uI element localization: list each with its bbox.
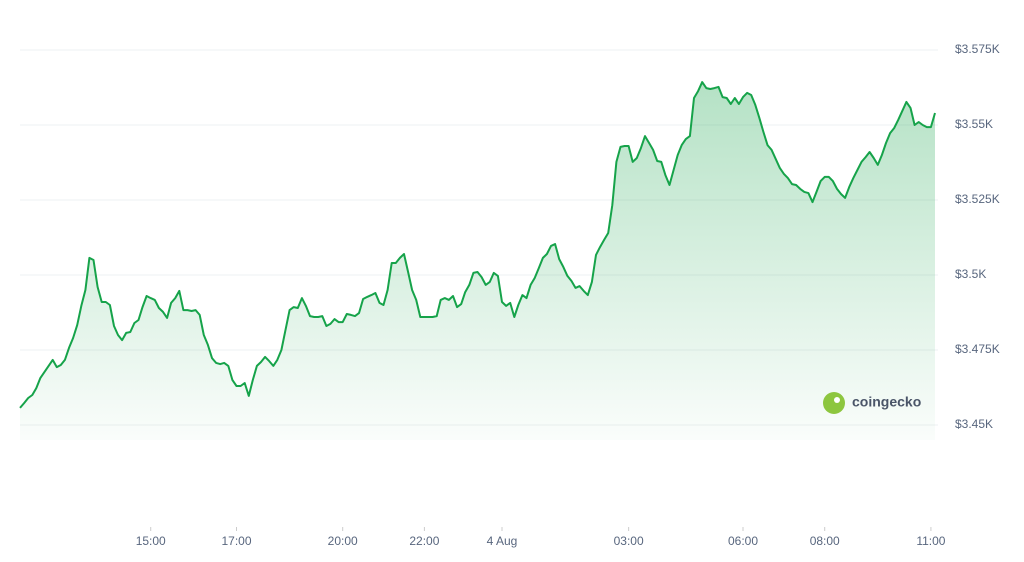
y-tick-label: $3.575K [955,42,1000,56]
x-tick-label: 03:00 [614,534,644,548]
x-tick-label: 22:00 [409,534,439,548]
x-tick-label: 06:00 [728,534,758,548]
x-tick-label: 20:00 [328,534,358,548]
price-line [19,81,936,409]
x-tick-label: 17:00 [221,534,251,548]
y-tick-label: $3.475K [955,342,1000,356]
watermark-text: coingecko [852,394,921,410]
x-tick-label: 08:00 [810,534,840,548]
y-tick-label: $3.55K [955,117,993,131]
x-tick-label: 4 Aug [487,534,518,548]
x-tick-label: 11:00 [916,534,945,548]
logo-eye [834,397,840,403]
y-tick-label: $3.5K [955,267,986,281]
watermark: coingecko [823,392,921,414]
y-tick-label: $3.45K [955,417,993,431]
area-fill [20,82,935,440]
x-tick-label: 15:00 [136,534,166,548]
y-tick-label: $3.525K [955,192,1000,206]
logo [823,392,845,414]
